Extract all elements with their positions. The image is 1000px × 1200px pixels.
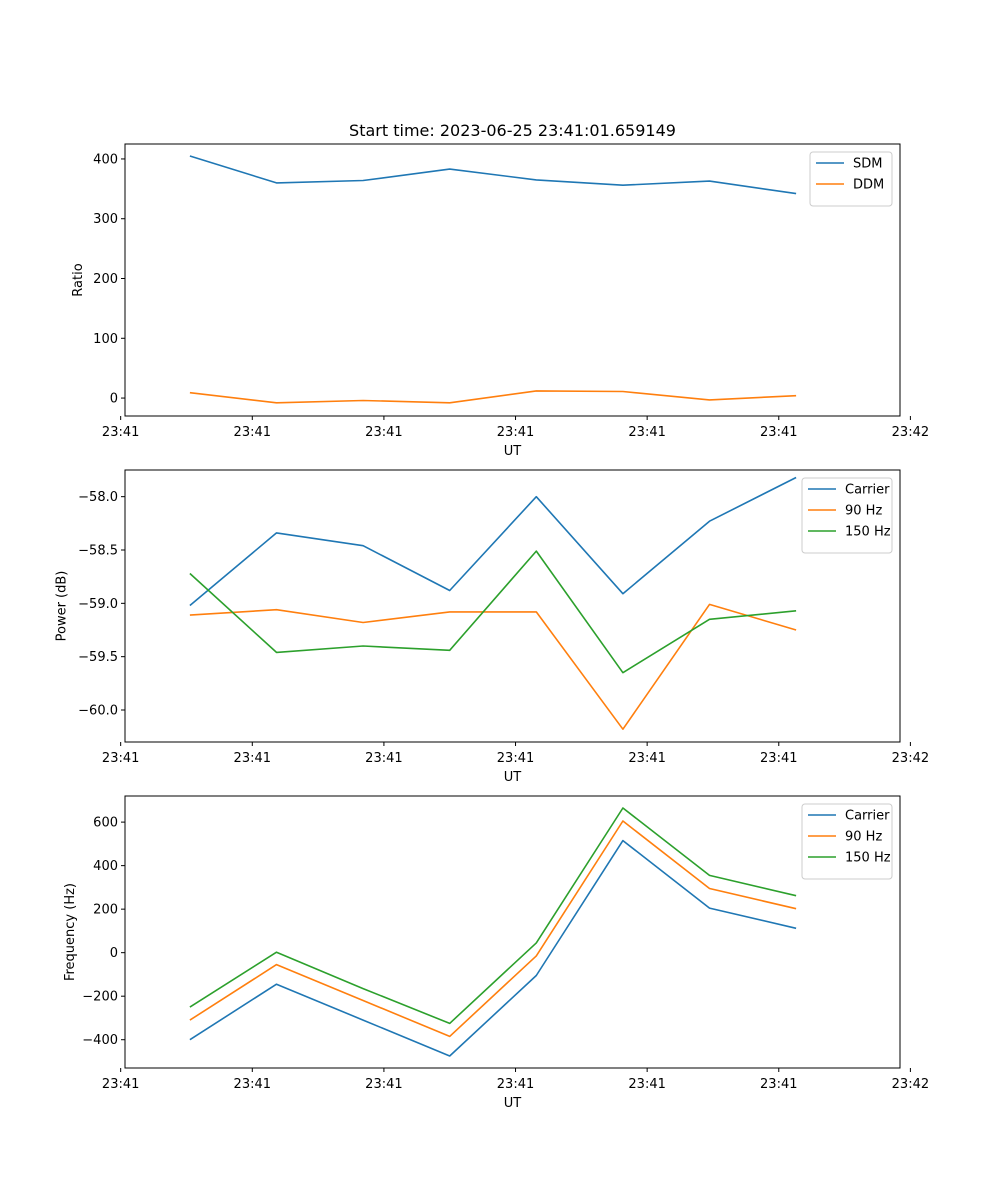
x-tick-label: 23:42 xyxy=(892,751,929,766)
y-tick-label: 200 xyxy=(93,272,118,287)
y-tick-label: −60.0 xyxy=(78,704,118,719)
y-axis-label: Power (dB) xyxy=(55,571,70,642)
chart-panel-1: 23:41 23:41 23:41 23:41 23:41 23:41 23:42 0 100 2… xyxy=(71,121,929,459)
legend-entry: SDM xyxy=(853,157,882,172)
x-tick-label: 23:41 xyxy=(760,425,797,440)
x-tick-label: 23:41 xyxy=(102,751,139,766)
x-tick-label: 23:41 xyxy=(365,751,402,766)
x-axis-label: UT xyxy=(504,444,522,459)
x-tick-label: 23:41 xyxy=(365,1077,402,1092)
y-tick-label: −59.0 xyxy=(78,597,118,612)
x-tick-label: 23:41 xyxy=(102,425,139,440)
y-tick-label: −58.0 xyxy=(78,490,118,505)
series-line-90-hz xyxy=(189,820,797,1038)
x-tick-label: 23:41 xyxy=(102,1077,139,1092)
x-tick-label: 23:41 xyxy=(760,1077,797,1092)
y-tick-label: −59.5 xyxy=(78,650,118,665)
legend-box xyxy=(809,151,893,207)
x-axis-label: UT xyxy=(504,1096,522,1111)
y-tick-label: 400 xyxy=(93,152,118,167)
legend-entry: DDM xyxy=(853,178,884,193)
y-tick-label: −400 xyxy=(82,1033,118,1048)
x-tick-label: 23:42 xyxy=(892,425,929,440)
legend: SDM DDM xyxy=(809,151,893,207)
x-tick-label: 23:41 xyxy=(234,425,271,440)
plot-frame xyxy=(124,469,901,743)
y-tick-label: −200 xyxy=(82,990,118,1005)
x-tick-label: 23:41 xyxy=(497,425,534,440)
legend-entry: 90 Hz xyxy=(845,504,882,519)
series-line-150-hz xyxy=(189,807,797,1025)
x-tick-label: 23:41 xyxy=(497,751,534,766)
y-tick-label: 0 xyxy=(110,392,118,407)
y-tick-label: 200 xyxy=(93,903,118,918)
x-tick-label: 23:41 xyxy=(760,751,797,766)
y-axis-label: Ratio xyxy=(71,263,86,296)
legend-entry: 150 Hz xyxy=(845,851,891,866)
chart-panel-2: 23:41 23:41 23:41 23:41 23:41 23:41 23:42 −60.0… xyxy=(55,469,929,785)
legend-entry: Carrier xyxy=(845,483,890,498)
y-tick-label: −58.5 xyxy=(78,544,118,559)
x-tick-label: 23:41 xyxy=(628,425,665,440)
x-tick-label: 23:41 xyxy=(234,1077,271,1092)
series-line-ddm xyxy=(189,390,797,404)
chart-title: Start time: 2023-06-25 23:41:01.659149 xyxy=(349,121,676,140)
legend-box xyxy=(801,477,893,554)
series-line-90-hz xyxy=(189,603,797,731)
legend-box xyxy=(801,803,893,880)
x-tick-label: 23:41 xyxy=(365,425,402,440)
y-tick-label: 600 xyxy=(93,816,118,831)
y-tick-label: 100 xyxy=(93,332,118,347)
series-line-carrier xyxy=(189,839,797,1057)
series-line-carrier xyxy=(189,476,797,607)
series-line-150-hz xyxy=(189,550,797,674)
y-tick-label: 0 xyxy=(110,946,118,961)
legend-entry: 150 Hz xyxy=(845,525,891,540)
x-tick-label: 23:41 xyxy=(628,751,665,766)
x-tick-label: 23:41 xyxy=(497,1077,534,1092)
y-tick-label: 300 xyxy=(93,212,118,227)
x-tick-label: 23:41 xyxy=(628,1077,665,1092)
legend-entry: 90 Hz xyxy=(845,830,882,845)
x-tick-label: 23:42 xyxy=(892,1077,929,1092)
series-line-sdm xyxy=(189,155,797,195)
plot-frame xyxy=(124,143,901,417)
legend: Carrier 90 Hz 150 Hz xyxy=(801,477,893,554)
legend: Carrier 90 Hz 150 Hz xyxy=(801,803,893,880)
legend-entry: Carrier xyxy=(845,809,890,824)
y-tick-label: 400 xyxy=(93,859,118,874)
x-axis-label: UT xyxy=(504,770,522,785)
plot-frame xyxy=(124,795,901,1069)
x-tick-label: 23:41 xyxy=(234,751,271,766)
chart-panel-3: 23:41 23:41 23:41 23:41 23:41 23:41 23:42 −400 −… xyxy=(63,795,929,1111)
y-axis-label: Frequency (Hz) xyxy=(63,883,78,981)
